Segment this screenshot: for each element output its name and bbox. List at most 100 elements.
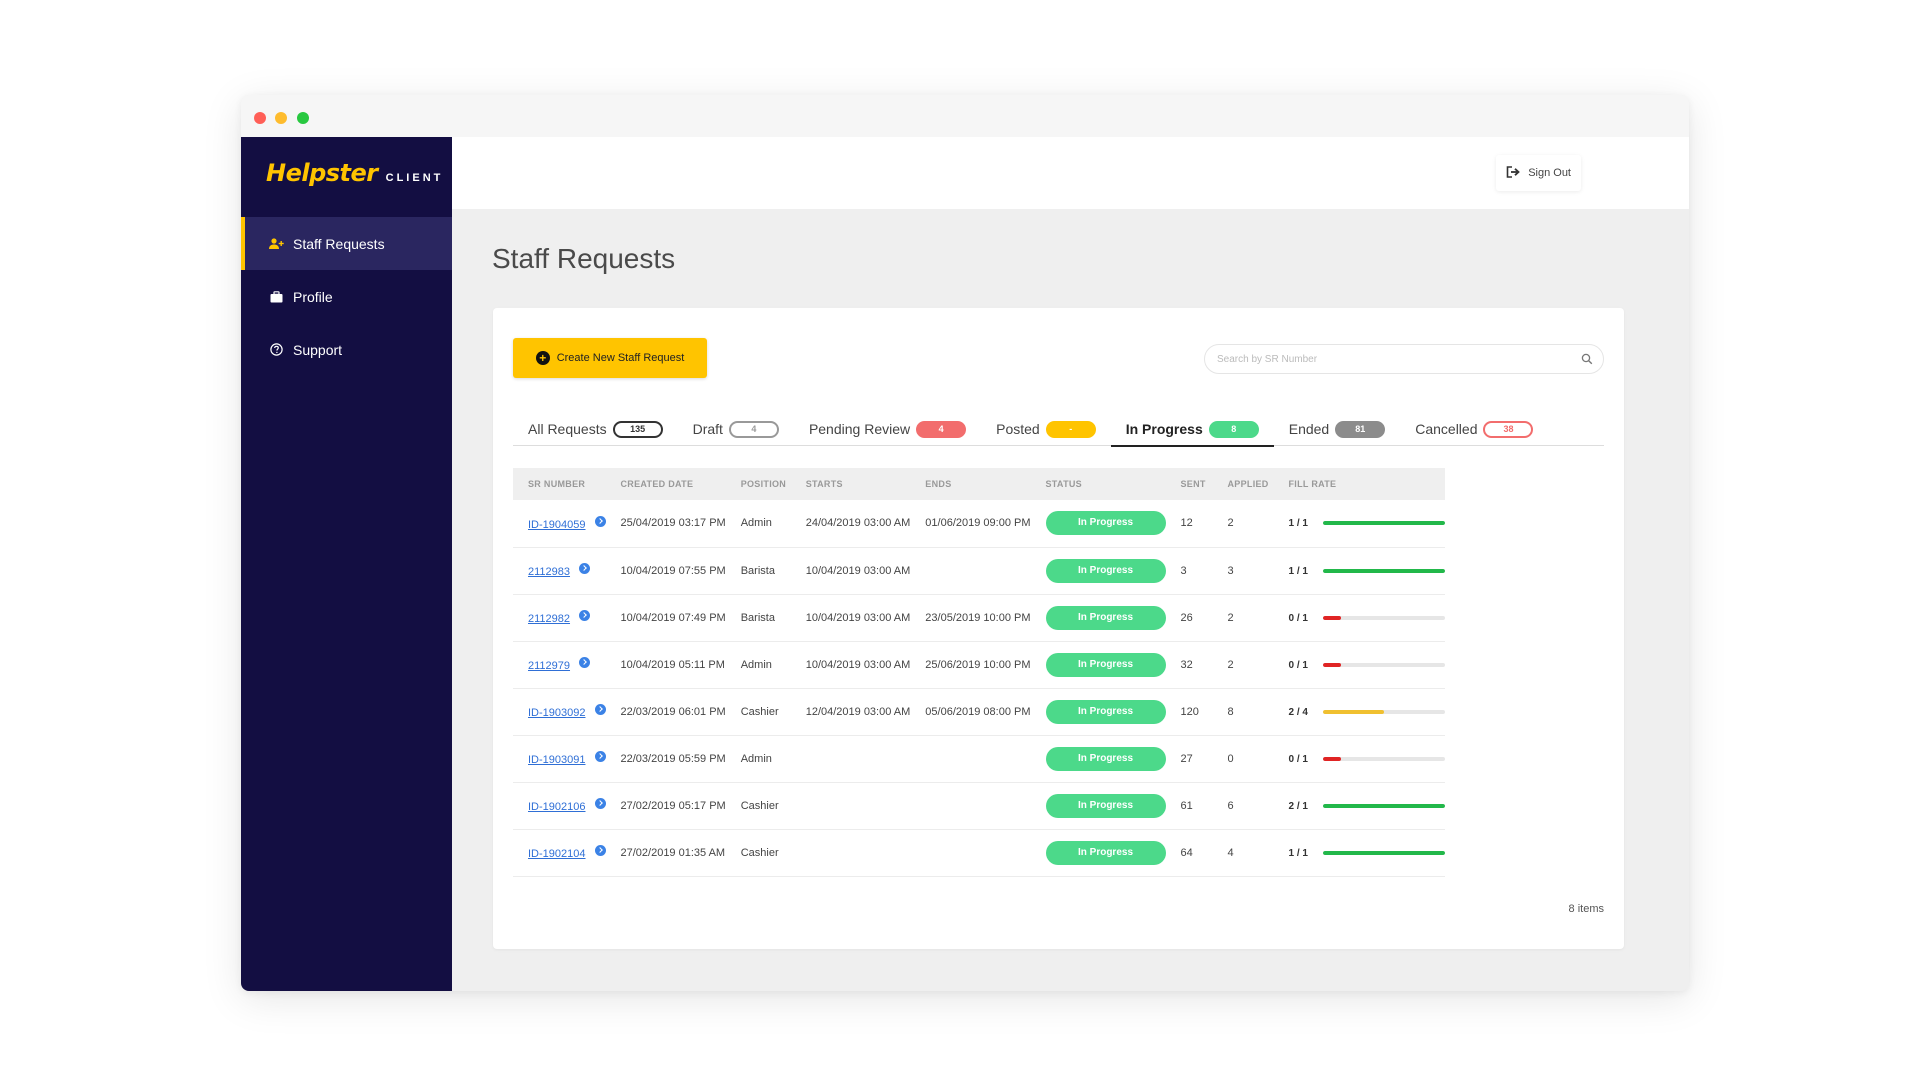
table-row[interactable]: 2112983 10/04/2019 07:55 PM Barista 10/04/2… — [513, 547, 1445, 595]
fill-rate-bar-fill — [1322, 568, 1445, 573]
briefcase-icon — [267, 290, 285, 303]
created-date-cell: 22/03/2019 06:01 PM — [605, 688, 726, 736]
sidebar-item-label: Support — [293, 341, 343, 358]
fill-rate-bar — [1322, 662, 1445, 667]
column-header[interactable]: STATUS — [1030, 468, 1166, 500]
column-header[interactable]: POSITION — [725, 468, 791, 500]
sr-number-link[interactable]: 2112982 — [528, 613, 571, 625]
table-row[interactable]: ID-1903091 22/03/2019 05:59 PM Admin In Pro… — [513, 735, 1445, 783]
open-arrow-icon[interactable] — [579, 657, 591, 668]
sign-out-button[interactable]: Sign Out — [1496, 155, 1581, 191]
status-badge: In Progress — [1045, 746, 1166, 771]
sidebar-item-profile[interactable]: Profile — [241, 270, 452, 323]
column-header[interactable]: ENDS — [910, 468, 1031, 500]
tab-posted[interactable]: Posted - — [981, 412, 1111, 446]
open-arrow-icon[interactable] — [594, 704, 606, 715]
fill-rate-text: 1 / 1 — [1288, 847, 1308, 859]
maximize-window-button[interactable] — [297, 112, 309, 124]
open-arrow-icon[interactable] — [594, 845, 606, 856]
tab-ended[interactable]: Ended 81 — [1274, 412, 1400, 446]
tab-all-requests[interactable]: All Requests 135 — [513, 412, 678, 446]
status-cell: In Progress — [1030, 782, 1166, 830]
sent-cell: 64 — [1165, 829, 1213, 877]
fill-rate-cell: 2 / 1 — [1273, 782, 1445, 830]
ends-cell: 05/06/2019 08:00 PM — [910, 688, 1031, 736]
created-date-cell: 10/04/2019 07:55 PM — [605, 547, 726, 595]
fill-rate-text: 1 / 1 — [1288, 565, 1308, 577]
column-header[interactable]: FILL RATE — [1273, 468, 1445, 500]
open-arrow-icon[interactable] — [594, 751, 606, 762]
sr-number-link[interactable]: 2112983 — [528, 566, 571, 578]
sr-number-link[interactable]: 2112979 — [528, 660, 571, 672]
tab-count-badge: 135 — [612, 420, 663, 438]
sr-number-link[interactable]: ID-1903091 — [528, 754, 586, 766]
column-header[interactable]: CREATED DATE — [605, 468, 726, 500]
app-logo[interactable]: Helpster CLIENT — [266, 159, 443, 187]
open-arrow-icon[interactable] — [594, 515, 606, 527]
table-row[interactable]: 2112982 10/04/2019 07:49 PM Barista 10/04/2… — [513, 594, 1445, 642]
status-badge: In Progress — [1045, 605, 1166, 630]
search-box — [1204, 344, 1604, 374]
sidebar-item-staff-requests[interactable]: Staff Requests — [241, 217, 452, 270]
close-window-button[interactable] — [254, 112, 266, 124]
fill-rate-text: 1 / 1 — [1288, 518, 1308, 530]
sr-number-cell: ID-1903091 — [513, 735, 606, 783]
tab-draft[interactable]: Draft 4 — [678, 412, 794, 446]
tab-in-progress[interactable]: In Progress 8 — [1110, 412, 1274, 447]
fill-rate-cell: 1 / 1 — [1273, 547, 1445, 595]
status-cell: In Progress — [1030, 688, 1166, 736]
sidebar-item-support[interactable]: Support — [241, 323, 452, 376]
sr-number-link[interactable]: ID-1903092 — [528, 707, 586, 719]
status-cell: In Progress — [1030, 735, 1166, 783]
status-cell: In Progress — [1030, 829, 1166, 877]
sr-number-link[interactable]: ID-1902104 — [528, 848, 586, 860]
tab-count-badge: 4 — [916, 420, 967, 438]
minimize-window-button[interactable] — [275, 112, 287, 124]
sr-number-link[interactable]: ID-1904059 — [528, 518, 586, 531]
fill-rate-bar-fill — [1322, 803, 1445, 808]
open-arrow-icon[interactable] — [594, 798, 606, 809]
sr-number-link[interactable]: ID-1902106 — [528, 801, 586, 813]
column-header[interactable]: APPLIED — [1212, 468, 1274, 500]
fill-rate-bar — [1322, 615, 1445, 620]
created-date-cell: 22/03/2019 05:59 PM — [605, 735, 726, 783]
search-input[interactable] — [1205, 345, 1603, 373]
table-row[interactable]: ID-1902106 27/02/2019 05:17 PM Cashier In P… — [513, 782, 1445, 830]
fill-rate-bar — [1322, 568, 1445, 573]
tab-pending-review[interactable]: Pending Review 4 — [794, 412, 981, 446]
applied-cell: 0 — [1212, 735, 1274, 783]
position-cell: Cashier — [725, 829, 791, 877]
search-icon[interactable] — [1581, 353, 1593, 365]
fill-rate-bar-fill — [1322, 662, 1341, 667]
sr-number-cell: ID-1904059 — [513, 500, 606, 548]
ends-cell — [910, 782, 1031, 830]
open-arrow-icon[interactable] — [579, 563, 591, 574]
sidebar-item-label: Profile — [293, 288, 333, 305]
status-badge: In Progress — [1045, 511, 1166, 536]
position-cell: Cashier — [725, 782, 791, 830]
table-row[interactable]: 2112979 10/04/2019 05:11 PM Admin 10/04/201… — [513, 641, 1445, 689]
fill-rate-bar — [1322, 850, 1445, 855]
position-cell: Barista — [725, 547, 791, 595]
logo-subtitle: CLIENT — [385, 172, 444, 184]
position-cell: Admin — [725, 500, 791, 548]
ends-cell — [910, 547, 1031, 595]
sent-cell: 26 — [1165, 594, 1213, 642]
tab-count-badge: 8 — [1208, 420, 1259, 438]
open-arrow-icon[interactable] — [579, 610, 591, 621]
column-header[interactable]: SR NUMBER — [513, 468, 606, 500]
table-row[interactable]: ID-1904059 25/04/2019 03:17 PM Admin 24/04/… — [513, 500, 1445, 548]
tab-cancelled[interactable]: Cancelled 38 — [1400, 412, 1548, 446]
starts-cell: 10/04/2019 03:00 AM — [790, 547, 911, 595]
status-cell: In Progress — [1030, 641, 1166, 689]
fill-rate-cell: 1 / 1 — [1273, 829, 1445, 877]
table-row[interactable]: ID-1902104 27/02/2019 01:35 AM Cashier In P… — [513, 829, 1445, 877]
applied-cell: 6 — [1212, 782, 1274, 830]
column-header[interactable]: SENT — [1165, 468, 1213, 500]
starts-cell: 12/04/2019 03:00 AM — [790, 688, 911, 736]
column-header[interactable]: STARTS — [790, 468, 911, 500]
create-staff-request-button[interactable]: + Create New Staff Request — [513, 338, 707, 378]
page-title: Staff Requests — [492, 243, 676, 274]
create-button-label: Create New Staff Request — [556, 352, 685, 364]
table-row[interactable]: ID-1903092 22/03/2019 06:01 PM Cashier 12/0… — [513, 688, 1445, 736]
